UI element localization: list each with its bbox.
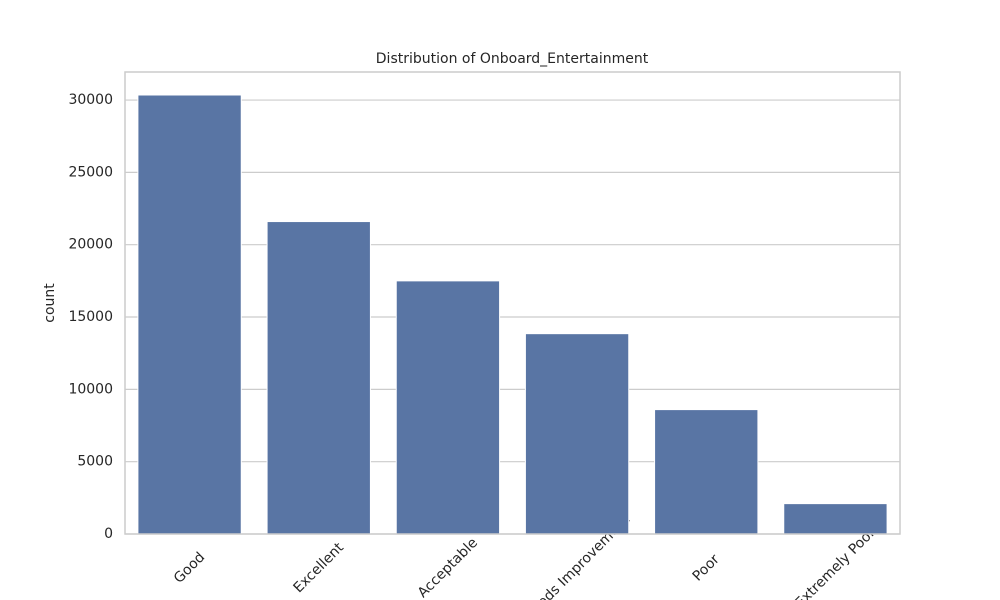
x-tick-label: Extremely Poor <box>792 525 879 600</box>
chart-title: Distribution of Onboard_Entertainment <box>376 51 649 67</box>
y-axis-label: count <box>42 283 58 323</box>
x-tick-label: Acceptable <box>415 535 481 600</box>
bar <box>395 280 501 535</box>
y-tick-label: 15000 <box>68 309 113 325</box>
y-tick-label: 25000 <box>68 164 113 180</box>
y-tick-label: 5000 <box>77 454 113 470</box>
bar <box>524 333 630 535</box>
plot-frame <box>124 71 901 535</box>
bar <box>783 503 888 535</box>
y-tick-label: 0 <box>104 526 113 542</box>
x-tick-label: Poor <box>690 551 723 584</box>
bar <box>266 221 371 535</box>
x-tick-label: Good <box>171 549 208 586</box>
bar <box>137 94 242 535</box>
y-tick-label: 20000 <box>68 237 113 253</box>
bar <box>654 409 759 535</box>
x-tick-label: Excellent <box>290 539 347 596</box>
y-tick-label: 30000 <box>68 92 113 108</box>
y-tick-label: 10000 <box>68 381 113 397</box>
